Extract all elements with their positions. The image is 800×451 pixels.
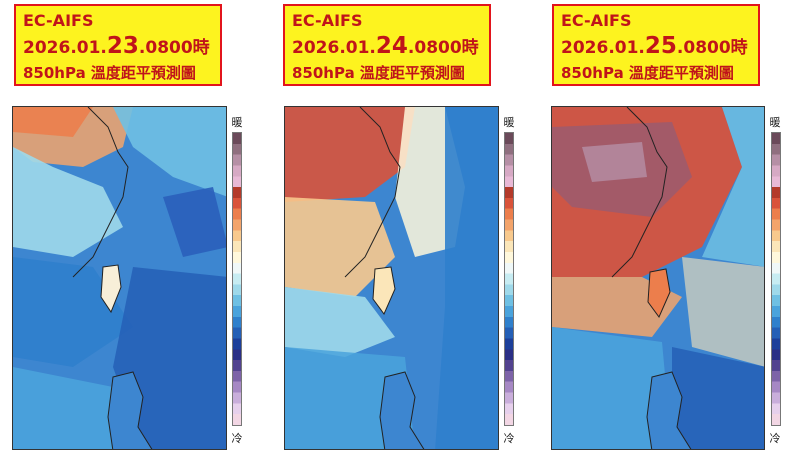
- time-suffix: .0800時: [138, 38, 210, 58]
- anomaly-map: [551, 106, 765, 450]
- date-prefix: 2026.01.: [292, 38, 376, 58]
- forecast-day: 23: [106, 33, 139, 59]
- map-caption: 850hPa 溫度距平預測圖: [561, 64, 734, 82]
- forecast-day: 24: [375, 33, 408, 59]
- date-prefix: 2026.01.: [23, 38, 107, 58]
- forecast-panel-jan24: EC-AIFS 2026.01.24.0800時 850hPa 溫度距平預測圖 …: [271, 0, 531, 451]
- forecast-datetime: 2026.01.24.0800時: [292, 33, 489, 61]
- title-box: EC-AIFS 2026.01.25.0800時 850hPa 溫度距平預測圖: [552, 4, 760, 86]
- forecast-datetime: 2026.01.23.0800時: [23, 33, 220, 61]
- colorbar: [504, 132, 514, 426]
- title-box: EC-AIFS 2026.01.23.0800時 850hPa 溫度距平預測圖: [14, 4, 222, 86]
- time-suffix: .0800時: [676, 38, 748, 58]
- cold-label: 冷: [231, 432, 243, 445]
- model-name: EC-AIFS: [292, 11, 363, 30]
- colorbar: [232, 132, 242, 426]
- warm-label: 暖: [231, 116, 243, 129]
- forecast-day: 25: [644, 33, 677, 59]
- anomaly-map: [12, 106, 227, 450]
- title-box: EC-AIFS 2026.01.24.0800時 850hPa 溫度距平預測圖: [283, 4, 491, 86]
- anomaly-map: [284, 106, 499, 450]
- warm-label: 暖: [769, 116, 781, 129]
- forecast-panel-jan25: EC-AIFS 2026.01.25.0800時 850hPa 溫度距平預測圖 …: [539, 0, 799, 451]
- cold-label: 冷: [503, 432, 515, 445]
- time-suffix: .0800時: [407, 38, 479, 58]
- forecast-panel-jan23: EC-AIFS 2026.01.23.0800時 850hPa 溫度距平預測圖 …: [0, 0, 260, 451]
- model-name: EC-AIFS: [561, 11, 632, 30]
- forecast-datetime: 2026.01.25.0800時: [561, 33, 758, 61]
- cold-label: 冷: [769, 432, 781, 445]
- map-caption: 850hPa 溫度距平預測圖: [292, 64, 465, 82]
- warm-label: 暖: [503, 116, 515, 129]
- colorbar: [771, 132, 781, 426]
- model-name: EC-AIFS: [23, 11, 94, 30]
- date-prefix: 2026.01.: [561, 38, 645, 58]
- map-caption: 850hPa 溫度距平預測圖: [23, 64, 196, 82]
